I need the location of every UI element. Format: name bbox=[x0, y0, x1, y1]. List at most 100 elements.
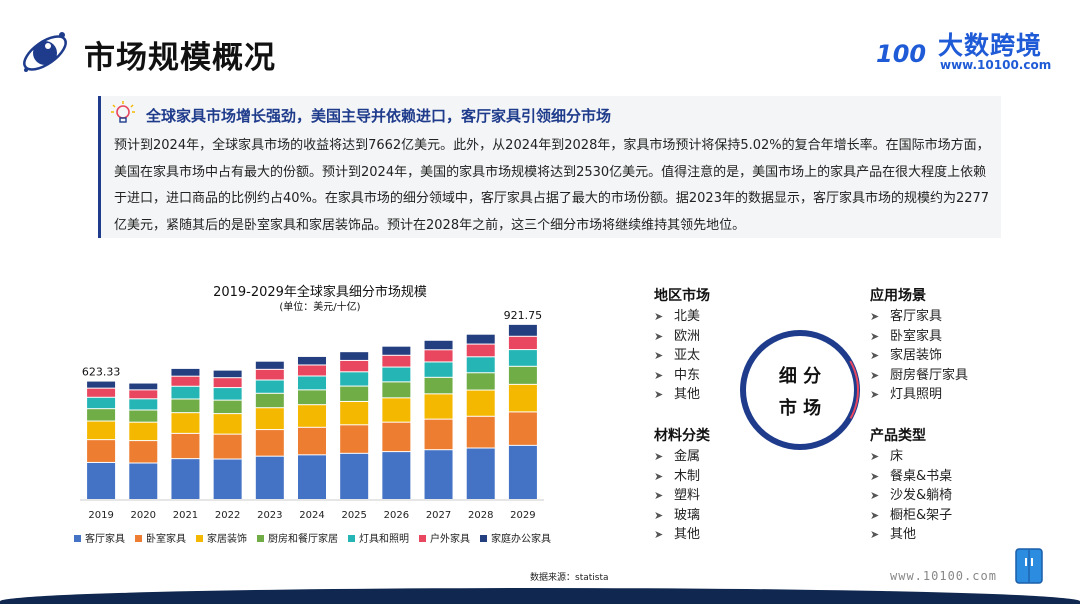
chevron-right-icon: ➤ bbox=[654, 508, 664, 522]
legend-swatch bbox=[74, 535, 81, 542]
list-item: ➤ 亚太 bbox=[654, 346, 710, 366]
list-item: ➤ 北美 bbox=[654, 307, 710, 327]
segment-group-region: 地区市场 ➤ 北美 ➤ 欧洲 ➤ 亚太 ➤ 中东 ➤ 其他 bbox=[654, 285, 710, 405]
legend-label: 家居装饰 bbox=[207, 532, 247, 545]
bar-segment bbox=[171, 459, 200, 499]
list-item: ➤ 其他 bbox=[654, 385, 710, 405]
summary-body: 预计到2024年，全球家具市场的收益将达到7662亿美元。此外，从2024年到2… bbox=[114, 138, 990, 233]
bar-segment bbox=[213, 459, 242, 499]
data-label: 921.75 bbox=[504, 309, 542, 322]
chevron-right-icon: ➤ bbox=[654, 469, 664, 483]
bar-segment bbox=[171, 386, 200, 399]
bar-segment bbox=[508, 350, 537, 366]
bar-segment bbox=[298, 365, 326, 376]
brand-name: 大数跨境 bbox=[938, 31, 1043, 60]
bar-segment bbox=[508, 324, 537, 336]
bar-segment bbox=[87, 388, 116, 397]
bar-segment bbox=[340, 386, 369, 401]
bar-segment bbox=[466, 357, 495, 373]
bar-segment bbox=[87, 421, 116, 440]
bar-segment bbox=[213, 370, 242, 378]
bar-segment bbox=[213, 434, 242, 459]
list-item: ➤ 餐桌&书桌 bbox=[870, 467, 952, 487]
list-item: ➤ 床 bbox=[870, 447, 952, 467]
bar-segment bbox=[171, 376, 200, 386]
bar-segment bbox=[129, 390, 158, 399]
chevron-right-icon: ➤ bbox=[870, 349, 880, 362]
chevron-right-icon: ➤ bbox=[870, 310, 880, 323]
list-item: ➤ 沙发&躺椅 bbox=[870, 486, 952, 506]
x-tick-label: 2022 bbox=[215, 510, 240, 521]
page-title: 市场规模概况 bbox=[84, 40, 276, 76]
bar-segment bbox=[129, 399, 158, 410]
list-item: ➤ 塑料 bbox=[654, 486, 710, 506]
bar-segment bbox=[382, 346, 411, 355]
brand-logo-text: 100 bbox=[876, 40, 926, 68]
bar-segment bbox=[255, 393, 284, 408]
bar-segment bbox=[255, 380, 284, 393]
legend-label: 家庭办公家具 bbox=[491, 532, 551, 545]
legend-item: 厨房和餐厅家居 bbox=[257, 532, 338, 545]
segment-group-material: 材料分类 ➤ 金属 ➤ 木制 ➤ 塑料 ➤ 玻璃 ➤ 其他 bbox=[654, 425, 710, 545]
x-tick-label: 2019 bbox=[88, 510, 113, 521]
bar-segment bbox=[340, 352, 369, 360]
bar-segment bbox=[87, 462, 116, 499]
bar-segment bbox=[466, 334, 495, 344]
bar-segment bbox=[508, 412, 537, 445]
bar-segment bbox=[508, 366, 537, 384]
planet-logo-icon bbox=[23, 32, 67, 72]
bar-segment bbox=[171, 368, 200, 376]
bar-segment bbox=[213, 378, 242, 388]
bar-segment bbox=[382, 382, 411, 398]
footer-url[interactable]: www.10100.com bbox=[890, 569, 997, 583]
list-item: ➤ 卧室家具 bbox=[870, 327, 968, 347]
ring-label-top: 细 分 bbox=[779, 365, 821, 387]
bar-segment bbox=[340, 372, 369, 386]
bar-segment bbox=[213, 414, 242, 434]
bar-segment bbox=[466, 373, 495, 390]
segment-group-title: 地区市场 bbox=[654, 288, 710, 304]
segment-group-product: 产品类型 ➤ 床 ➤ 餐桌&书桌 ➤ 沙发&躺椅 ➤ 橱柜&架子 ➤ 其他 bbox=[870, 425, 952, 545]
list-item: ➤ 家居装饰 bbox=[870, 346, 968, 366]
bar-segment bbox=[129, 383, 158, 390]
bar-segment bbox=[213, 388, 242, 400]
bar-segment bbox=[340, 360, 369, 372]
chevron-right-icon: ➤ bbox=[870, 508, 880, 522]
bar-segment bbox=[171, 399, 200, 413]
summary-card bbox=[98, 96, 1001, 238]
segment-group-title: 产品类型 bbox=[870, 428, 926, 444]
bar-segment bbox=[213, 400, 242, 414]
bar-segment bbox=[298, 405, 326, 427]
bar-segment bbox=[340, 425, 369, 453]
chart-subtitle: (单位：美元/十亿) bbox=[279, 300, 360, 313]
legend-swatch bbox=[135, 535, 142, 542]
chevron-right-icon: ➤ bbox=[870, 469, 880, 483]
list-item: ➤ 橱柜&架子 bbox=[870, 506, 952, 526]
segment-diagram: 细 分 市 场 地区市场 ➤ 北美 ➤ 欧洲 ➤ 亚太 ➤ 中东 ➤ 其他 材料分类 ➤ 金… bbox=[640, 280, 1060, 550]
list-item: ➤ 玻璃 bbox=[654, 506, 710, 526]
bar-segment bbox=[298, 427, 326, 455]
chevron-right-icon: ➤ bbox=[870, 329, 880, 343]
bar-segment bbox=[129, 410, 158, 422]
brand-url[interactable]: www.10100.com bbox=[940, 58, 1052, 72]
bar-segment bbox=[298, 356, 326, 365]
chevron-right-icon: ➤ bbox=[870, 528, 880, 541]
chevron-right-icon: ➤ bbox=[870, 489, 880, 502]
segment-ring: 细 分 市 场 bbox=[740, 330, 860, 450]
x-tick-label: 2026 bbox=[384, 510, 409, 521]
x-tick-label: 2024 bbox=[299, 510, 324, 521]
bar-segment bbox=[298, 455, 326, 499]
bar-segment bbox=[255, 456, 284, 499]
segment-group-title: 材料分类 bbox=[654, 428, 710, 444]
legend-item: 家庭办公家具 bbox=[480, 532, 551, 545]
chevron-right-icon: ➤ bbox=[654, 528, 664, 541]
chevron-right-icon: ➤ bbox=[654, 310, 664, 323]
legend-item: 家居装饰 bbox=[196, 532, 247, 545]
legend-item: 户外家具 bbox=[419, 532, 470, 545]
bar-segment bbox=[87, 381, 116, 388]
ring-label-bottom: 市 场 bbox=[779, 397, 821, 419]
bar-segment bbox=[298, 376, 326, 390]
chevron-right-icon: ➤ bbox=[654, 450, 664, 463]
fridge-icon bbox=[1015, 548, 1043, 584]
chevron-right-icon: ➤ bbox=[870, 368, 880, 382]
